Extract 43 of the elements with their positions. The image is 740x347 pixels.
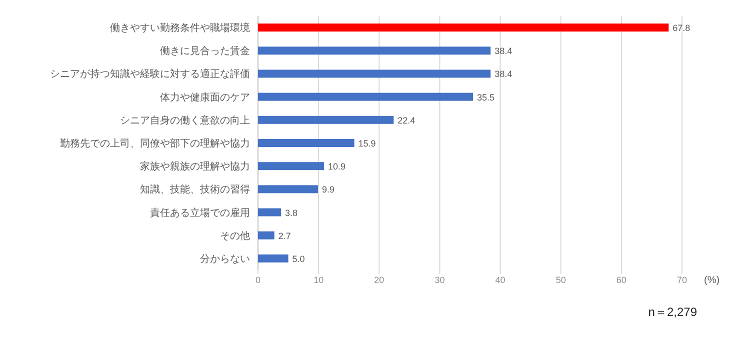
y-tick-label: 働きやすい勤務条件や職場環境 <box>110 22 250 34</box>
x-tick-label: 50 <box>556 275 566 285</box>
y-tick-label: 分からない <box>200 252 250 265</box>
y-tick-label: シニアが持つ知識や経験に対する適正な評価 <box>50 68 250 80</box>
bar <box>258 70 491 78</box>
x-tick-label: 40 <box>495 275 506 285</box>
y-tick-label: 家族や親族の理解や協力 <box>140 160 250 173</box>
x-axis-title: (%) <box>704 275 720 286</box>
y-tick-label: 働きに見合った賃金 <box>160 45 250 58</box>
bar <box>258 92 474 101</box>
data-label: 15.9 <box>358 138 376 148</box>
bar <box>258 139 354 147</box>
y-tick-label: 知識、技能、技術の習得 <box>140 184 250 196</box>
data-label: 5.0 <box>292 254 305 264</box>
bar <box>258 231 274 240</box>
x-tick-label: 0 <box>255 275 261 285</box>
bar <box>258 185 318 194</box>
y-tick-label: 勤務先での上司、同僚や部下の理解や協力 <box>60 138 250 150</box>
bar <box>258 254 288 262</box>
data-label: 35.5 <box>477 92 495 102</box>
data-label: 67.8 <box>672 23 690 34</box>
x-tick-label: 20 <box>374 275 384 285</box>
y-tick-label: 責任ある立場での雇用 <box>150 206 250 219</box>
data-label: 9.9 <box>322 184 334 195</box>
x-tick-label: 60 <box>616 275 626 285</box>
data-label: 2.7 <box>278 230 291 241</box>
y-tick-label: シニア自身の働く意欲の向上 <box>120 114 250 126</box>
data-label: 22.4 <box>398 115 416 126</box>
bar <box>258 24 669 32</box>
bar <box>258 162 324 170</box>
bar <box>258 208 282 216</box>
y-tick-label: 体力や健康面のケア <box>160 91 250 104</box>
y-tick-label: その他 <box>220 230 250 242</box>
x-tick-label: 30 <box>434 275 445 285</box>
bar <box>258 116 394 124</box>
bar <box>258 46 491 55</box>
data-label: 38.4 <box>494 46 512 56</box>
x-tick-label: 10 <box>314 275 324 285</box>
data-label: 10.9 <box>328 162 346 172</box>
text: n＝2,279 <box>648 305 698 319</box>
data-label: 38.4 <box>494 69 512 80</box>
data-label: 3.8 <box>285 208 298 218</box>
x-tick-label: 70 <box>676 275 688 285</box>
